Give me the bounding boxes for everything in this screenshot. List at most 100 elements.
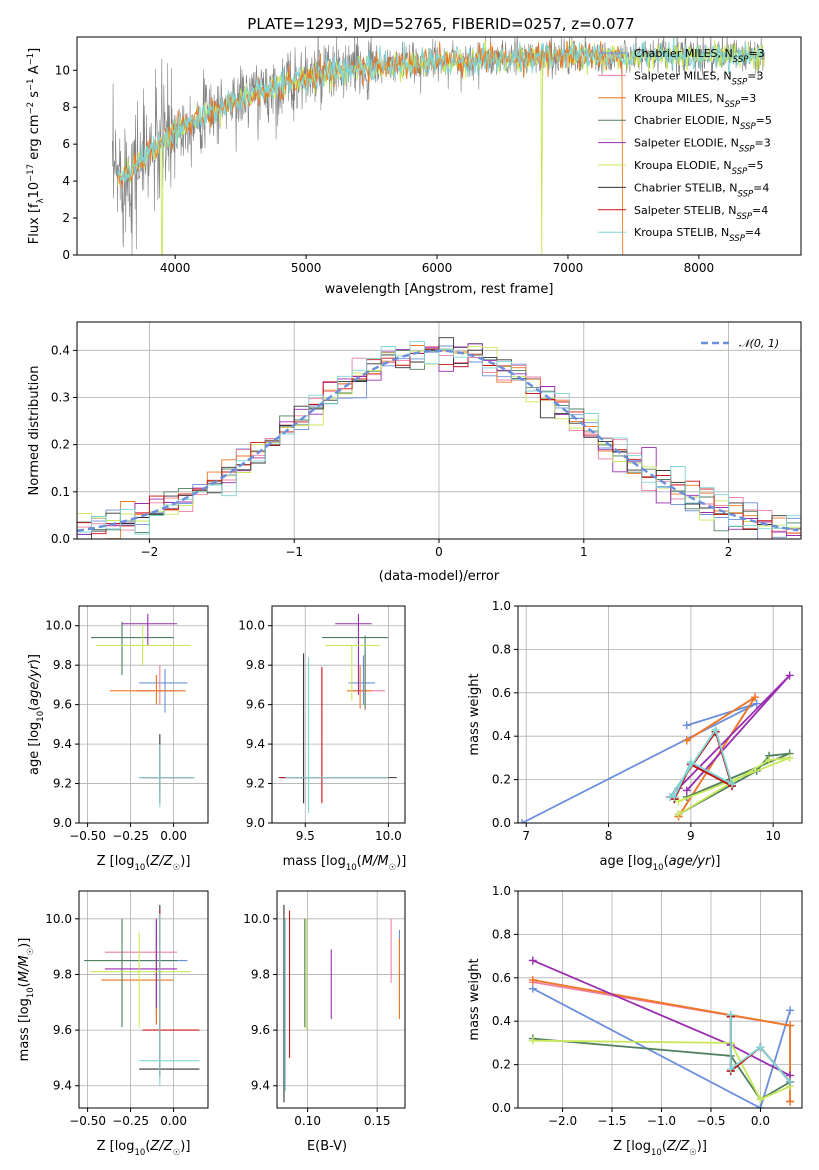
- y-tick-label: 2: [62, 211, 70, 225]
- mass-axis-label: mass [log10(M/M☉)]: [283, 854, 407, 873]
- point-chabrier-stelib: [139, 734, 195, 804]
- x-tick-label: −2: [141, 545, 159, 559]
- point-kroupa-stelib: [139, 744, 195, 808]
- series-marker: [786, 1021, 795, 1030]
- y-tick-label: 0.6: [492, 686, 511, 700]
- point-chabrier-miles: [348, 655, 376, 705]
- y-tick-label: 9.8: [251, 967, 270, 981]
- y-tick-label: 9.6: [53, 698, 72, 712]
- x-tick-label: 5000: [291, 261, 322, 275]
- legend-entry: Kroupa ELODIE, NSSP=5: [634, 159, 764, 177]
- series-line: [729, 1014, 791, 1083]
- x-tick-label: 6000: [422, 261, 453, 275]
- spectrum-xlabel: wavelength [Angstrom, rest frame]: [325, 282, 554, 297]
- series-marker: [785, 671, 794, 680]
- axes-age-vs-mass: 9.5 10.0 9.0 9.2 9.4 9.6 9.8 10.0: [238, 606, 405, 843]
- y-tick-label: 8: [62, 100, 70, 114]
- figure-title: PLATE=1293, MJD=52765, FIBERID=0257, z=0…: [247, 15, 634, 33]
- point-chabrier-elodie: [91, 621, 174, 676]
- series-kroupa-stelib: [666, 725, 737, 801]
- legend-entry: Salpeter MILES, NSSP=3: [634, 69, 764, 87]
- legend-entry: Chabrier STELIB, NSSP=4: [634, 181, 769, 199]
- y-tick-label: 1.0: [492, 599, 511, 613]
- y-tick-label: 0.2: [492, 773, 511, 787]
- point-kroupa-stelib: [139, 913, 200, 1086]
- point-chabrier-elodie: [84, 918, 178, 1028]
- y-tick-label: 9.4: [53, 737, 72, 751]
- y-tick-label: 10.0: [243, 912, 270, 926]
- series-marker: [756, 1095, 765, 1104]
- series-kroupa-miles: [674, 693, 760, 821]
- y-tick-label: 0.1: [51, 485, 70, 499]
- series-line: [532, 987, 791, 1108]
- y-tick-label: 0.0: [492, 1101, 511, 1115]
- point-kroupa-elodie: [96, 625, 191, 666]
- normal-curve: [77, 349, 799, 532]
- series-marker: [686, 758, 695, 767]
- histogram-salpeter-stelib: [77, 348, 801, 539]
- x-tick-label: 9: [687, 829, 695, 843]
- series-marker: [785, 753, 794, 762]
- residuals-ylabel: Normed distribution: [27, 366, 42, 496]
- y-tick-label: 0.6: [492, 971, 511, 985]
- y-tick-label: 10.0: [45, 619, 72, 633]
- x-tick-label: 7000: [553, 261, 584, 275]
- y-tick-label: 9.6: [53, 1023, 72, 1037]
- series-marker: [528, 956, 537, 965]
- y-tick-label: 9.2: [53, 777, 72, 791]
- series-kroupa-elodie: [528, 1036, 795, 1104]
- x-tick-label: 8000: [684, 261, 715, 275]
- plot-frame: [76, 321, 802, 540]
- y-tick-label: 0.4: [492, 1014, 511, 1028]
- y-tick-label: 0.0: [492, 816, 511, 830]
- axes-age-vs-Z: −0.50 −0.25 0.00 9.0 9.2 9.4 9.6 9.8 10.0: [45, 606, 208, 843]
- plot-frame: [76, 36, 802, 256]
- series-marker: [674, 797, 683, 806]
- series-line: [532, 1037, 791, 1101]
- y-tick-label: 10.0: [45, 912, 72, 926]
- series-marker: [674, 810, 683, 819]
- point-kroupa-miles: [101, 932, 174, 1025]
- y-tick-label: 9.6: [246, 698, 265, 712]
- x-tick-label: −0.25: [112, 1114, 149, 1128]
- y-tick-label: 9.8: [53, 658, 72, 672]
- axes-residuals: −2 −1 0 1 2 0.0 0.1 0.2 0.3 0.4: [51, 322, 801, 559]
- x-tick-label: 0: [435, 545, 443, 559]
- z-axis-label: Z [log10(Z/Z☉)]: [97, 854, 191, 873]
- y-tick-label: 9.4: [53, 1079, 72, 1093]
- axes-spectrum: 4000 5000 6000 7000 8000 0 2 4 6 8 10: [55, 63, 714, 275]
- x-tick-label: −0.25: [112, 829, 149, 843]
- point-salpeter-elodie: [104, 918, 178, 1008]
- series-marker: [682, 786, 691, 795]
- residuals-xlabel: (data-model)/error: [379, 569, 500, 584]
- y-tick-label: 9.6: [251, 1023, 270, 1037]
- x-tick-label: 0.00: [160, 1114, 187, 1128]
- plot-frame: [78, 605, 209, 824]
- y-tick-label: 0.4: [492, 729, 511, 743]
- axes-mass-vs-EBV: 0.10 0.15 9.4 9.6 9.8 10.0: [243, 891, 405, 1128]
- histogram-kroupa-stelib: [77, 340, 801, 539]
- x-tick-label: 0.0: [751, 1114, 770, 1128]
- plot-frame: [517, 605, 803, 824]
- point-salpeter-miles: [351, 653, 386, 711]
- y-tick-label: 9.0: [53, 816, 72, 830]
- x-tick-label: 10: [766, 829, 781, 843]
- legend-entry: Kroupa STELIB, NSSP=4: [634, 226, 761, 244]
- y-tick-label: 9.0: [246, 816, 265, 830]
- y-tick-label: 9.4: [251, 1079, 270, 1093]
- spectrum-data-line: [112, 37, 765, 255]
- y-tick-label: 9.8: [53, 967, 72, 981]
- x-tick-label: −0.50: [69, 829, 106, 843]
- series-line: [532, 1039, 791, 1101]
- x-tick-label: −1.5: [597, 1114, 626, 1128]
- plot-frame: [517, 890, 803, 1109]
- series-marker: [756, 1104, 765, 1108]
- series-chabrier-miles: [518, 699, 761, 823]
- weight-ylabel: mass weight: [467, 673, 482, 755]
- series-marker: [786, 1097, 795, 1106]
- y-tick-label: 0.4: [51, 343, 70, 357]
- age-axis-label: age [log10(age/yr)]: [600, 854, 721, 873]
- y-tick-label: 9.8: [246, 658, 265, 672]
- axes-weight-vs-Z: −2.0 −1.5 −1.0 −0.5 0.0 0.0 0.2 0.4 0.6 0.8 1.0: [492, 884, 802, 1128]
- z-axis-label: Z [log10(Z/Z☉)]: [613, 1139, 707, 1158]
